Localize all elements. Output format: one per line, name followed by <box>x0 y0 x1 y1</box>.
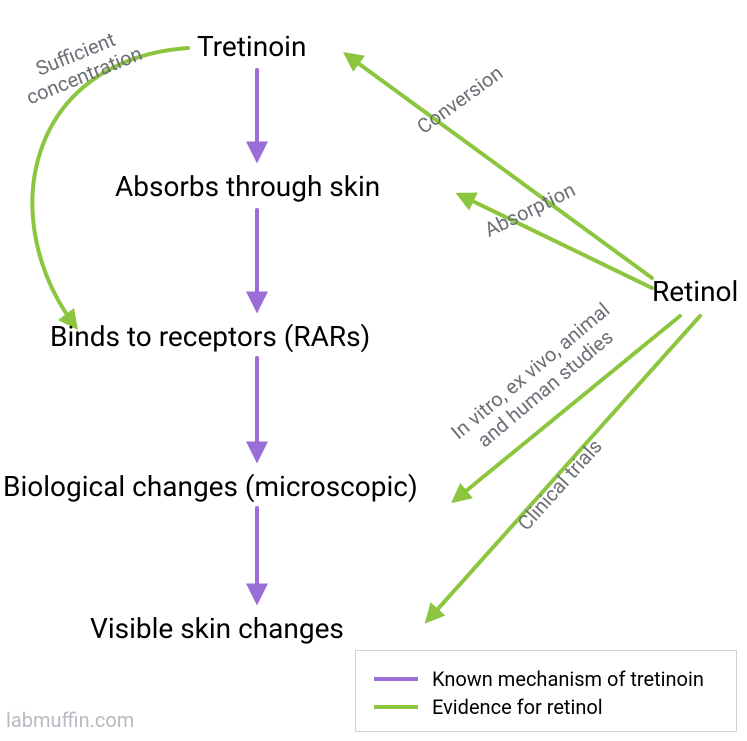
node-binds: Binds to receptors (RARs) <box>50 320 370 353</box>
legend-row-tretinoin: Known mechanism of tretinoin <box>374 667 718 691</box>
legend-line-green <box>374 705 418 709</box>
node-retinol: Retinol <box>652 275 738 308</box>
edge-label-sufficient-concentration: Sufficient concentration <box>14 21 145 110</box>
node-biological-changes: Biological changes (microscopic) <box>3 470 418 503</box>
diagram-stage: Tretinoin Absorbs through skin Binds to … <box>0 0 747 741</box>
legend-text: Evidence for retinol <box>432 695 603 719</box>
edge-label-line: In vitro, ex vivo, animal <box>447 298 615 444</box>
legend-line-purple <box>374 677 418 681</box>
node-visible-changes: Visible skin changes <box>90 612 344 645</box>
edge-label-absorption: Absorption <box>481 178 579 242</box>
node-tretinoin: Tretinoin <box>197 30 306 63</box>
watermark: labmuffin.com <box>6 708 134 732</box>
legend: Known mechanism of tretinoin Evidence fo… <box>355 650 737 732</box>
edge-label-in-vitro: In vitro, ex vivo, animal and human stud… <box>447 298 629 461</box>
legend-text: Known mechanism of tretinoin <box>432 667 704 691</box>
edge-label-line: and human studies <box>462 316 630 462</box>
edge-label-clinical-trials: Clinical trials <box>513 435 606 535</box>
node-absorbs: Absorbs through skin <box>115 170 380 203</box>
legend-row-retinol: Evidence for retinol <box>374 695 718 719</box>
edge-label-conversion: Conversion <box>413 61 507 138</box>
